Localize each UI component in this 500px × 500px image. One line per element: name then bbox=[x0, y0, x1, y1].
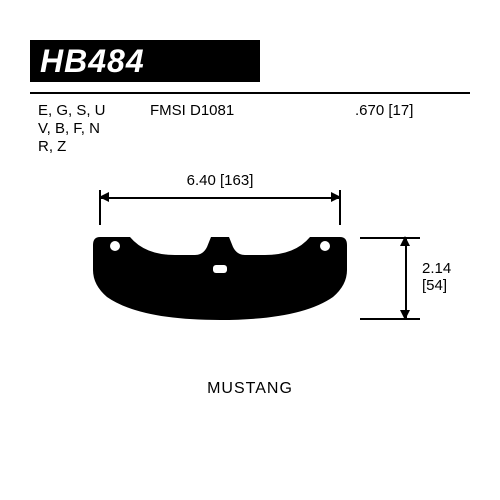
height-dimension-line bbox=[405, 237, 407, 319]
brake-pad-silhouette bbox=[85, 225, 355, 320]
height-inches: 2.14 bbox=[422, 260, 451, 277]
codes-line-1: E, G, S, U bbox=[38, 102, 138, 120]
arrow-down-icon bbox=[400, 310, 410, 320]
width-extension-right bbox=[339, 190, 341, 225]
width-mm: [163] bbox=[220, 172, 253, 189]
header-divider bbox=[30, 92, 470, 94]
pad-hole-left bbox=[110, 241, 120, 251]
width-inches: 6.40 bbox=[187, 172, 216, 189]
fmsi-label: FMSI D1081 bbox=[150, 102, 234, 119]
width-dimension-line bbox=[100, 197, 340, 199]
compound-codes: E, G, S, U V, B, F, N R, Z bbox=[38, 102, 138, 156]
height-dimension-label: 2.14 [54] bbox=[422, 260, 451, 294]
model-name: MUSTANG bbox=[0, 380, 500, 398]
pad-backplate bbox=[93, 237, 347, 320]
codes-line-2: V, B, F, N bbox=[38, 120, 138, 138]
part-number-text: HB484 bbox=[40, 43, 145, 79]
height-extension-bottom bbox=[360, 318, 420, 320]
width-extension-left bbox=[99, 190, 101, 225]
part-number-header: HB484 bbox=[30, 40, 260, 82]
thickness-dimension: .670 [17] bbox=[355, 102, 413, 119]
height-mm: [54] bbox=[422, 277, 451, 294]
thickness-inches: .670 bbox=[355, 102, 384, 119]
arrow-left-icon bbox=[99, 192, 109, 202]
arrow-up-icon bbox=[400, 236, 410, 246]
codes-line-3: R, Z bbox=[38, 138, 138, 156]
pad-hole-right bbox=[320, 241, 330, 251]
pad-center-notch bbox=[213, 265, 227, 273]
height-extension-top bbox=[360, 237, 420, 239]
width-dimension-label: 6.40 [163] bbox=[100, 172, 340, 189]
thickness-mm: [17] bbox=[388, 102, 413, 119]
width-dimension: 6.40 [163] bbox=[100, 172, 340, 202]
